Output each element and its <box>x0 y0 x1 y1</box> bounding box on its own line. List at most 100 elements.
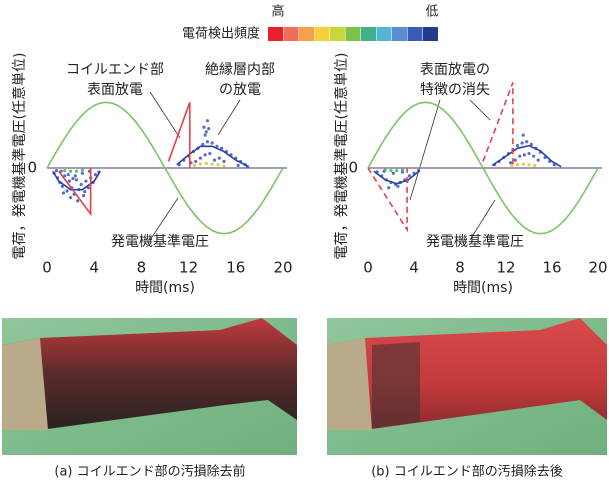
x-tick-label: 8 <box>137 259 147 277</box>
x-tick-label: 16 <box>542 259 561 277</box>
annotation: コイルエンド部 <box>66 62 164 78</box>
discharge-point <box>211 141 214 144</box>
discharge-point <box>83 190 86 193</box>
discharge-point <box>69 196 72 199</box>
figure: 電荷検出頻度 高 低 0 0 4 8 12 16 20 時間(ms) 電荷，発電機基準電圧(任意… <box>0 0 609 486</box>
annotation: 表面放電 <box>87 82 143 98</box>
discharge-point <box>387 186 390 189</box>
discharge-point <box>527 163 530 166</box>
x-axis-label: 時間(ms) <box>135 280 195 296</box>
colorbar-swatch <box>284 27 299 41</box>
discharge-point <box>532 155 535 158</box>
colorbar-swatch <box>408 27 423 41</box>
discharge-point <box>74 174 77 177</box>
leaders <box>150 92 495 240</box>
x-tick-label: 8 <box>455 259 465 277</box>
discharge-point <box>213 159 216 162</box>
x-tick-label: 20 <box>588 259 607 277</box>
annotation: 絶縁層内部 <box>205 62 275 78</box>
x-tick-label: 16 <box>226 259 245 277</box>
x-tick-label: 4 <box>89 259 99 277</box>
colorbar-swatch <box>346 27 361 41</box>
discharge-point <box>533 164 536 167</box>
discharge-point <box>205 162 208 165</box>
discharge-point <box>396 185 399 188</box>
discharge-point <box>527 152 530 155</box>
coil-end-a <box>2 338 48 430</box>
discharge-point <box>523 153 526 156</box>
discharge-point <box>211 162 214 165</box>
discharge-point <box>392 172 395 175</box>
x-tick-label: 12 <box>496 259 515 277</box>
discharge-point <box>67 173 70 176</box>
y-axis-label: 電荷，発電機基準電圧(任意単位) <box>333 53 350 260</box>
discharge-point <box>194 160 197 163</box>
discharge-point <box>94 173 97 176</box>
discharge-point <box>80 183 83 186</box>
discharge-point <box>202 126 205 129</box>
discharge-point <box>81 172 84 175</box>
discharge-point <box>204 134 207 137</box>
discharge-point <box>525 140 528 143</box>
discharge-point <box>201 143 204 146</box>
colorbar-swatch <box>423 27 438 41</box>
discharge-point <box>222 160 225 163</box>
series-line <box>492 146 561 167</box>
discharge-point <box>217 163 220 166</box>
discharge-point <box>63 169 66 172</box>
y-tick-label: 0 <box>27 159 37 177</box>
annotation: 発電機基準電圧 <box>111 233 209 250</box>
x-tick-label: 4 <box>409 259 419 277</box>
discharge-point <box>82 194 85 197</box>
discharge-point <box>207 127 210 130</box>
discharge-point <box>81 168 84 171</box>
annotation: 発電機基準電圧 <box>426 233 524 250</box>
discharge-point <box>389 169 392 172</box>
colorbar-swatch <box>361 27 376 41</box>
discharge-point <box>193 164 196 167</box>
discharge-point <box>401 168 404 171</box>
discharge-point <box>521 141 524 144</box>
coil-end-b <box>327 338 372 430</box>
discharge-point <box>218 157 221 160</box>
annotation: 表面放電の <box>420 62 490 78</box>
discharge-point <box>75 170 78 173</box>
discharge-point <box>65 189 68 192</box>
discharge-point <box>199 157 202 160</box>
discharge-point <box>514 159 517 162</box>
discharge-point <box>537 159 540 162</box>
discharge-point <box>84 180 87 183</box>
colorbar-swatch <box>299 27 314 41</box>
annotation: の放電 <box>219 82 261 98</box>
series-line <box>368 168 407 230</box>
discharge-point <box>237 164 240 167</box>
discharge-point <box>208 152 211 155</box>
colorbar-low: 低 <box>425 5 438 20</box>
discharge-point <box>510 164 513 167</box>
x-tick-label: 0 <box>42 259 52 277</box>
discharge-point <box>384 168 387 171</box>
discharge-point <box>206 119 209 122</box>
discharge-point <box>522 162 525 165</box>
discharge-point <box>518 155 521 158</box>
discharge-point <box>205 130 208 133</box>
x-tick-label: 0 <box>363 259 373 277</box>
discharge-point <box>71 177 74 180</box>
series-line <box>169 102 190 168</box>
discharge-point <box>62 191 65 194</box>
colorbar-swatch <box>330 27 345 41</box>
coil-dark-b <box>372 342 420 428</box>
discharge-point <box>68 180 71 183</box>
caption: (b) コイルエンド部の汚損除去後 <box>371 465 563 480</box>
colorbar-high: 高 <box>271 4 284 20</box>
colorbar-swatch <box>268 27 283 41</box>
discharge-point <box>199 162 202 165</box>
photos <box>2 318 607 455</box>
x-tick-label: 20 <box>273 259 292 277</box>
discharge-point <box>204 153 207 156</box>
colorbar-title: 電荷検出頻度 <box>182 26 260 42</box>
discharge-point <box>69 170 72 173</box>
discharge-point <box>55 169 58 172</box>
y-axis-label: 電荷，発電機基準電圧(任意単位) <box>11 53 28 260</box>
colorbar-swatch <box>377 27 392 41</box>
